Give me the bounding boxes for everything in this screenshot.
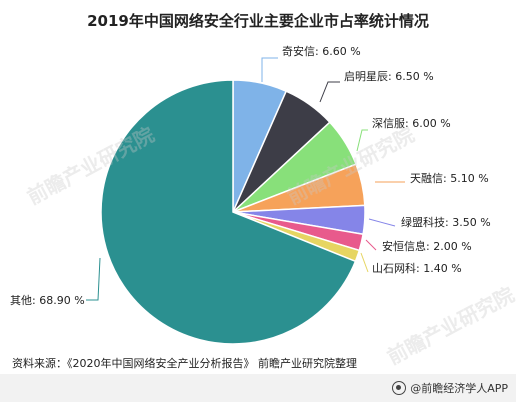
data-label-安恒信息: 安恒信息: 2.00 %	[382, 239, 472, 253]
data-label-天融信: 天融信: 5.10 %	[410, 172, 489, 185]
leader-line-安恒信息	[365, 239, 377, 251]
brand: @前瞻经济学人APP	[392, 380, 508, 396]
data-label-山石网科: 山石网科: 1.40 %	[372, 261, 462, 275]
pie-labels: 奇安信: 6.60 % 启明星辰: 6.50 % 深信服: 6.00 % 天融信: 5…	[10, 44, 491, 307]
leader-line-山石网科	[360, 252, 369, 273]
pie-slice-其他	[100, 79, 357, 345]
leader-line-启明星辰	[319, 81, 340, 103]
data-label-启明星辰: 启明星辰: 6.50 %	[344, 70, 434, 83]
data-label-奇安信: 奇安信: 6.60 %	[282, 44, 361, 58]
brand-logo-icon	[392, 381, 407, 395]
brand-text: @前瞻经济学人APP	[410, 382, 508, 395]
source-note: 资料来源：《2020年中国网络安全产业分析报告》 前瞻产业研究院整理	[12, 357, 357, 370]
leader-line-其他	[86, 257, 101, 301]
data-label-绿盟科技: 绿盟科技: 3.50 %	[401, 215, 491, 229]
leader-line-深信服	[356, 129, 368, 152]
data-label-深信服: 深信服: 6.00 %	[372, 117, 451, 130]
pie-slices	[100, 79, 366, 345]
leader-line-奇安信	[261, 57, 278, 82]
data-label-其他: 其他: 68.90 %	[10, 294, 85, 307]
chart-title: 2019年中国网络安全行业主要企业市占率统计情况	[87, 12, 429, 30]
footer-bar: @前瞻经济学人APP	[0, 374, 516, 402]
leader-line-绿盟科技	[368, 218, 396, 227]
